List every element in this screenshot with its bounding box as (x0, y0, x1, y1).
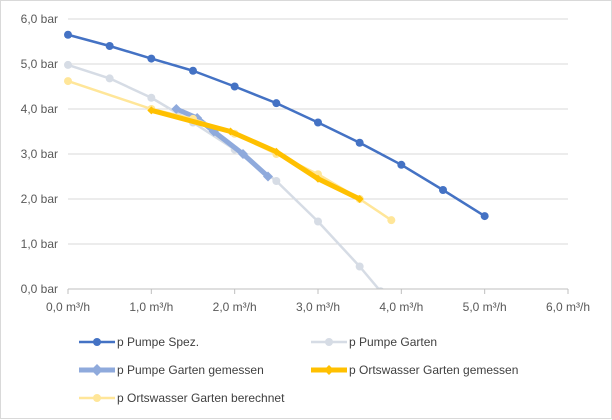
data-point (64, 60, 72, 69)
data-point (377, 287, 384, 289)
data-point (355, 195, 364, 203)
data-point (272, 147, 281, 156)
series-5 (64, 77, 396, 225)
series-line (148, 107, 363, 202)
y-tick-label: 1,0 bar (21, 237, 58, 251)
y-tick-label: 5,0 bar (21, 57, 58, 71)
legend-label: p Pumpe Garten gemessen (117, 363, 264, 377)
series-4 (147, 106, 364, 203)
data-point (64, 30, 72, 39)
legend-label: p Ortswasser Garten berechnet (117, 391, 285, 405)
x-tick-label: 1,0 m³/h (129, 300, 173, 314)
data-point (263, 171, 273, 182)
data-point (147, 106, 156, 115)
data-point (314, 217, 322, 226)
legend-label: p Pumpe Spez. (117, 335, 199, 349)
legend-item: p Ortswasser Garten gemessen (311, 363, 518, 377)
data-point (171, 104, 182, 114)
data-point (230, 82, 239, 91)
legend-label: p Pumpe Garten (349, 335, 437, 349)
legend-swatch-marker (93, 394, 101, 402)
data-point (439, 186, 447, 194)
data-point (272, 99, 281, 108)
y-tick-label: 4,0 bar (21, 102, 58, 116)
data-point (147, 93, 156, 102)
legend-swatch-marker (91, 364, 103, 376)
data-point (314, 174, 322, 183)
data-point (189, 66, 197, 75)
legend-swatch-marker (324, 365, 334, 375)
legend-swatch-marker (325, 338, 333, 346)
data-point (480, 212, 489, 221)
data-point (105, 42, 114, 50)
legend-item: p Pumpe Garten (311, 335, 437, 349)
x-tick-label: 3,0 m³/h (296, 300, 340, 314)
data-point (397, 160, 406, 169)
data-point (272, 177, 281, 185)
series-1 (64, 30, 489, 221)
legend-label: p Ortswasser Garten gemessen (349, 363, 518, 377)
legend-swatch-marker (93, 338, 101, 346)
data-point (314, 118, 322, 127)
legend-item: p Ortswasser Garten berechnet (79, 391, 285, 405)
data-point (355, 262, 364, 271)
data-point (387, 216, 396, 225)
series-line (66, 33, 486, 218)
data-point (238, 149, 248, 159)
data-point (147, 54, 156, 63)
x-tick-label: 6,0 m³/h (546, 300, 590, 314)
data-point (226, 127, 235, 136)
data-point (64, 77, 72, 86)
y-tick-label: 3,0 bar (21, 147, 58, 161)
x-tick-label: 2,0 m³/h (213, 300, 257, 314)
legend-item: p Pumpe Garten gemessen (79, 363, 264, 377)
x-tick-label: 5,0 m³/h (463, 300, 507, 314)
data-point (105, 74, 114, 83)
series-line (66, 63, 381, 289)
y-tick-label: 6,0 bar (21, 12, 58, 26)
data-point (355, 138, 364, 147)
series-3 (171, 104, 273, 182)
x-tick-label: 0,0 m³/h (46, 300, 90, 314)
y-tick-label: 0,0 bar (21, 282, 58, 296)
x-tick-label: 4,0 m³/h (379, 300, 423, 314)
y-tick-label: 2,0 bar (21, 192, 58, 206)
legend-item: p Pumpe Spez. (79, 335, 199, 349)
